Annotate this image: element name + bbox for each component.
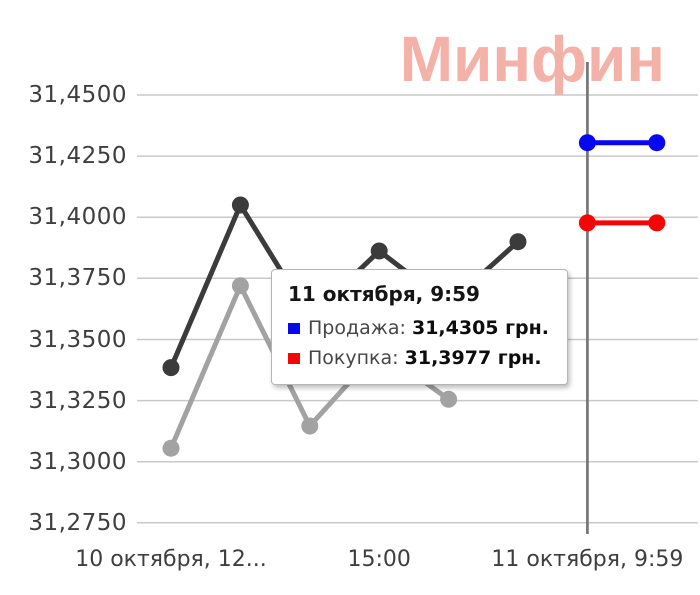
x-axis-tick-label: 10 октября, 12... <box>75 547 267 572</box>
y-axis-tick-label: 31,3750 <box>28 265 127 292</box>
y-axis-tick-label: 31,4500 <box>28 82 127 108</box>
data-point-history-dark[interactable] <box>370 242 388 260</box>
tooltip-title: 11 октября, 9:59 <box>288 282 480 306</box>
buy-label: Покупка: <box>308 347 399 369</box>
y-axis-tick-label: 31,4000 <box>28 204 127 231</box>
sell-value: 31,4305 грн. <box>411 317 549 339</box>
tooltip-row-buy: Покупка: 31,3977 грн. <box>288 343 551 373</box>
x-axis-tick-label: 15:00 <box>347 547 411 572</box>
y-axis-tick-label: 31,3250 <box>28 387 127 414</box>
data-point-history-dark[interactable] <box>231 196 249 214</box>
x-axis-tick-label: 11 октября, 9:59 <box>491 547 684 572</box>
data-point-history-dark[interactable] <box>162 359 180 377</box>
data-point-history-dark[interactable] <box>509 233 527 251</box>
y-axis-tick-label: 31,3500 <box>28 326 127 353</box>
y-axis-tick-label: 31,2750 <box>28 509 127 536</box>
y-axis-tick-label: 31,4250 <box>28 143 127 170</box>
minfin-watermark-logo: Минфин <box>399 23 665 95</box>
data-point-sell-current[interactable] <box>648 134 666 152</box>
buy-value: 31,3977 грн. <box>404 347 542 369</box>
data-point-history-light[interactable] <box>301 417 319 435</box>
tooltip-row-sell: Продажа: 31,4305 грн. <box>288 313 551 343</box>
y-axis-tick-label: 31,3000 <box>28 448 127 475</box>
data-point-buy-current[interactable] <box>648 214 666 232</box>
data-point-sell-current[interactable] <box>578 134 596 152</box>
data-point-history-light[interactable] <box>231 277 249 295</box>
sell-marker-swatch <box>288 323 300 334</box>
data-point-history-light[interactable] <box>162 439 180 457</box>
data-point-buy-current[interactable] <box>578 214 596 232</box>
buy-marker-swatch <box>288 353 300 364</box>
sell-label: Продажа: <box>308 317 406 339</box>
data-point-history-light[interactable] <box>440 390 458 408</box>
chart-tooltip: 11 октября, 9:59 Продажа: 31,4305 грн. П… <box>271 269 568 385</box>
